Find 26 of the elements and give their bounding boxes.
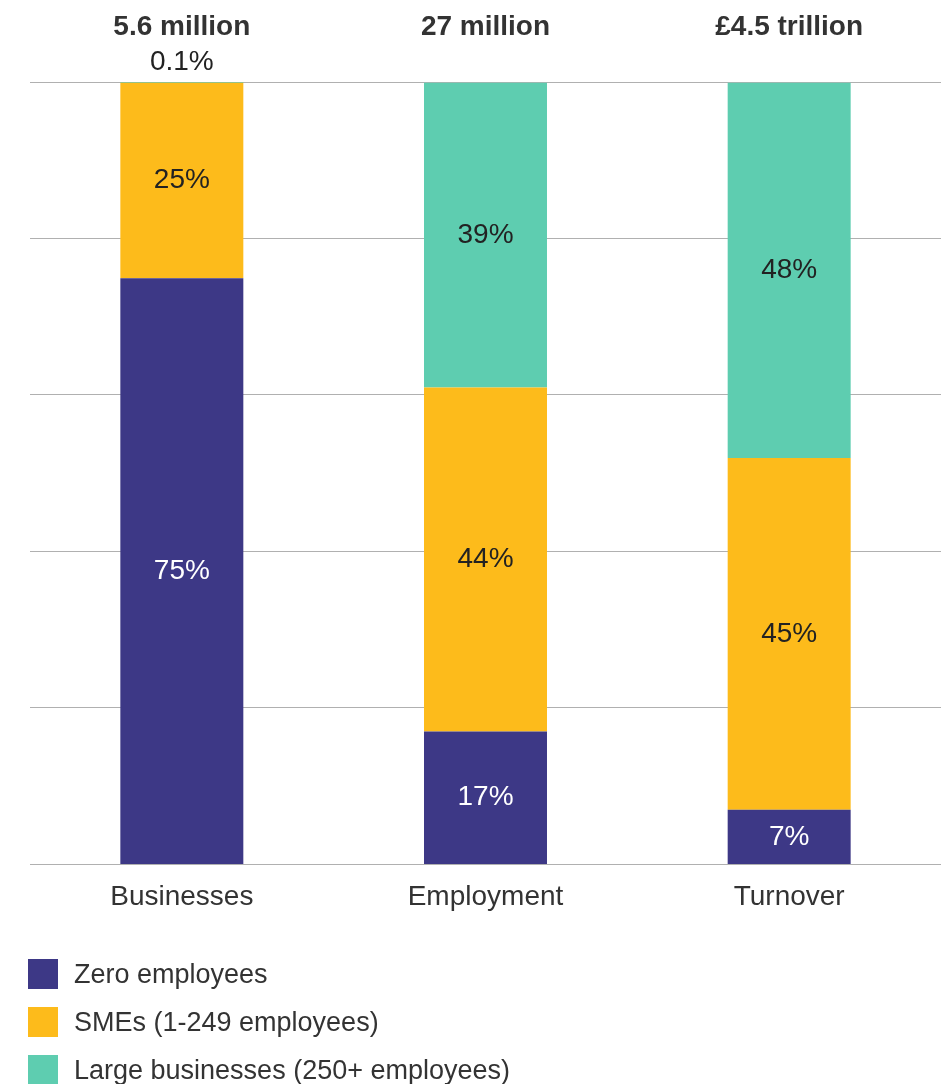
bar bbox=[727, 457, 851, 810]
bar bbox=[120, 278, 244, 864]
text: 27 million bbox=[420, 9, 551, 41]
data-label: 0.1% bbox=[149, 44, 214, 76]
data-label: 39% bbox=[457, 217, 514, 249]
data-label: 17% bbox=[457, 780, 514, 812]
legend-label: Zero employees bbox=[74, 958, 268, 990]
bar bbox=[727, 82, 851, 458]
text: £4.5 trillion bbox=[715, 9, 864, 41]
legend-label: SMEs (1-249 employees) bbox=[74, 1006, 379, 1038]
bar bbox=[120, 82, 244, 279]
legend-label: Large businesses (250+ employees) bbox=[74, 1054, 511, 1084]
x-tick-label: Turnover bbox=[733, 879, 845, 911]
data-label: 44% bbox=[457, 542, 514, 574]
data-label: 7% bbox=[768, 819, 810, 851]
x-tick-label: Businesses bbox=[110, 879, 254, 911]
bar bbox=[424, 82, 547, 388]
bar bbox=[424, 731, 547, 864]
text: 5.6 million bbox=[113, 9, 251, 41]
x-tick-label: Employment bbox=[407, 879, 564, 911]
bar bbox=[727, 809, 851, 864]
data-label: 25% bbox=[153, 163, 210, 195]
data-label: 45% bbox=[761, 616, 818, 648]
bar bbox=[424, 387, 547, 732]
data-label: 48% bbox=[761, 253, 818, 285]
data-label: 75% bbox=[153, 553, 210, 585]
